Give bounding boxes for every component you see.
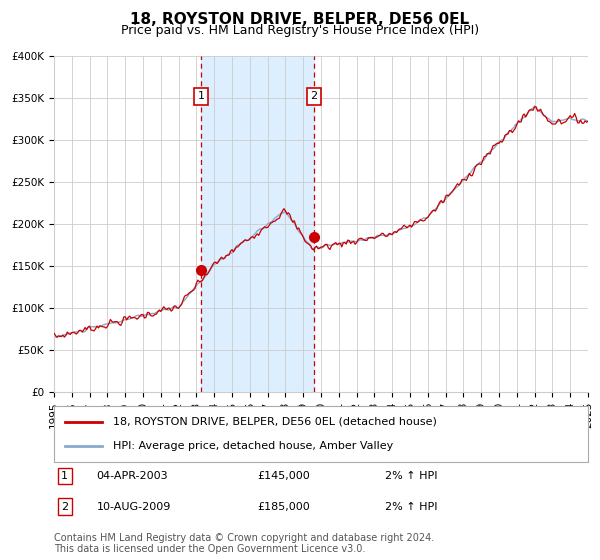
- Text: 04-APR-2003: 04-APR-2003: [97, 471, 169, 481]
- Text: 10-AUG-2009: 10-AUG-2009: [97, 502, 171, 512]
- Text: 1: 1: [61, 471, 68, 481]
- Text: £185,000: £185,000: [257, 502, 310, 512]
- Text: 2% ↑ HPI: 2% ↑ HPI: [385, 471, 437, 481]
- Text: Contains HM Land Registry data © Crown copyright and database right 2024.: Contains HM Land Registry data © Crown c…: [54, 533, 434, 543]
- Text: 2: 2: [61, 502, 68, 512]
- Text: 2: 2: [310, 91, 317, 101]
- Text: 18, ROYSTON DRIVE, BELPER, DE56 0EL (detached house): 18, ROYSTON DRIVE, BELPER, DE56 0EL (det…: [113, 417, 437, 427]
- Text: 18, ROYSTON DRIVE, BELPER, DE56 0EL: 18, ROYSTON DRIVE, BELPER, DE56 0EL: [130, 12, 470, 27]
- Text: HPI: Average price, detached house, Amber Valley: HPI: Average price, detached house, Ambe…: [113, 441, 393, 451]
- Text: 2% ↑ HPI: 2% ↑ HPI: [385, 502, 437, 512]
- Text: This data is licensed under the Open Government Licence v3.0.: This data is licensed under the Open Gov…: [54, 544, 365, 554]
- FancyBboxPatch shape: [54, 406, 588, 462]
- Text: £145,000: £145,000: [257, 471, 310, 481]
- Text: Price paid vs. HM Land Registry's House Price Index (HPI): Price paid vs. HM Land Registry's House …: [121, 24, 479, 38]
- Bar: [201, 56, 314, 392]
- Text: 1: 1: [197, 91, 205, 101]
